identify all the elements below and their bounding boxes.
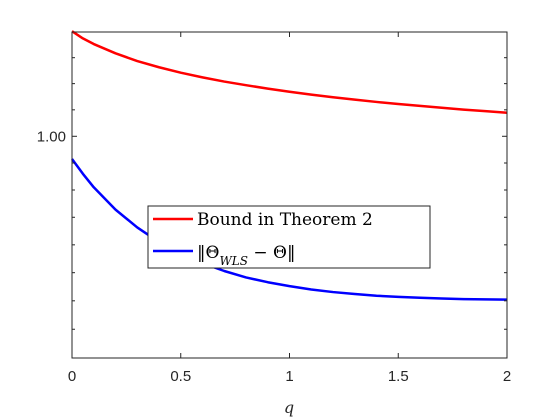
x-axis-label: q: [284, 398, 294, 417]
x-tick-label: 1.5: [388, 368, 409, 385]
legend-entry-error: ‖ΘWLS − Θ‖: [197, 243, 295, 268]
ticks: 0 0.5 1 1.5 2 1.00: [37, 31, 511, 385]
series-layer: [70, 30, 508, 301]
x-tick-label: 1: [285, 368, 293, 385]
series-line-0: [71, 30, 508, 114]
plot-area: [72, 32, 507, 358]
legend-entry-bound: Bound in Theorem 2: [197, 210, 373, 230]
legend-box: [147, 205, 431, 269]
plot-background: [72, 32, 507, 358]
legend: Bound in Theorem 2 ‖ΘWLS − Θ‖: [147, 205, 431, 269]
y-tick-label: 1.00: [37, 128, 66, 145]
x-tick-label: 0.5: [170, 368, 191, 385]
x-tick-label: 0: [68, 368, 76, 385]
series-line-1: [70, 158, 508, 301]
x-tick-label: 2: [503, 368, 511, 385]
